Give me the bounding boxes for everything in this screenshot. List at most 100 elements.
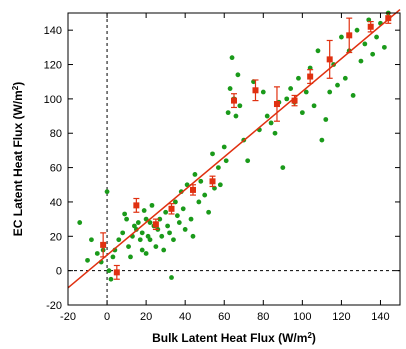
- binned-mean-point: [189, 186, 196, 193]
- scatter-point: [157, 216, 163, 222]
- scatter-point: [141, 208, 147, 213]
- scatter-point: [167, 230, 172, 236]
- scatter-point: [370, 51, 376, 57]
- scatter-point: [233, 113, 239, 119]
- binned-mean-point: [133, 202, 140, 209]
- scatter-point: [171, 237, 176, 243]
- scatter-point: [180, 206, 186, 212]
- y-axis-title: EC Latent Heat Flux (W/m2): [11, 82, 26, 236]
- scatter-point: [147, 220, 153, 225]
- scatter-point: [206, 209, 212, 215]
- scatter-point: [235, 72, 241, 78]
- y-tick-label: 140: [44, 25, 62, 37]
- scatter-point: [272, 130, 278, 136]
- binned-mean-point: [100, 241, 107, 248]
- scatter-point: [225, 110, 231, 116]
- scatter-point: [149, 202, 155, 208]
- x-tick-label: 100: [293, 311, 311, 323]
- x-tick-label: 120: [332, 311, 350, 323]
- scatter-point: [126, 244, 131, 250]
- binned-mean-point: [152, 221, 159, 228]
- scatter-point: [124, 216, 129, 222]
- x-tick-label: 40: [179, 311, 191, 323]
- scatter-point: [327, 89, 333, 95]
- scatter-point: [190, 233, 196, 239]
- scatter-point: [288, 86, 294, 91]
- scatter-point: [264, 113, 270, 119]
- y-tick-label: 120: [44, 60, 62, 72]
- scatter-point: [135, 220, 141, 225]
- scatter-point: [94, 251, 100, 256]
- binned-mean-point: [346, 32, 353, 39]
- scatter-point: [350, 93, 356, 98]
- scatter-point: [139, 247, 145, 253]
- scatter-point: [227, 86, 233, 91]
- scatter-point: [153, 244, 159, 250]
- y-tick-label: 60: [50, 163, 62, 175]
- binned-mean-point: [209, 178, 216, 185]
- scatter-point: [342, 75, 348, 81]
- scatter-point: [110, 254, 116, 260]
- scatter-point: [223, 158, 229, 164]
- scatter-point: [85, 257, 90, 263]
- scatter-point: [284, 96, 290, 102]
- scatter-point: [362, 41, 368, 47]
- scatter-point: [323, 117, 329, 122]
- scatter-point: [143, 251, 149, 256]
- binned-mean-point: [367, 23, 374, 30]
- plot-marks: [67, 8, 401, 305]
- binned-mean-point: [385, 15, 392, 22]
- scatter-point: [339, 34, 344, 40]
- x-tick-label: 0: [104, 311, 110, 323]
- axis-ticks: -20 0 20 40 60 80 100 120 140 -20 0 20 40 60 80 100 120 1…: [44, 13, 400, 323]
- y-tick-label: 100: [44, 94, 62, 106]
- binned-mean-point: [273, 101, 280, 108]
- scatter-point: [163, 209, 169, 215]
- scatter-point: [139, 230, 145, 236]
- scatter-point: [169, 275, 174, 280]
- x-tick-label: 80: [257, 311, 269, 323]
- y-tick-label: 80: [50, 128, 62, 140]
- scatter-point: [182, 227, 188, 232]
- scatter-point: [311, 103, 317, 109]
- scatter-point: [237, 103, 243, 109]
- scatter-point: [159, 233, 165, 239]
- fit-line: [67, 8, 401, 289]
- scatter-point: [217, 182, 223, 188]
- y-tick-label: -20: [46, 300, 62, 312]
- scatter-point: [280, 165, 286, 170]
- y-tick-label: 0: [56, 266, 62, 278]
- scatter-point: [299, 110, 305, 116]
- scatter-point: [128, 254, 133, 260]
- scatter-point: [268, 120, 274, 126]
- binned-mean-point: [291, 97, 298, 104]
- y-tick-label: 20: [50, 231, 62, 243]
- x-tick-label: 60: [218, 311, 230, 323]
- scatter-point: [358, 58, 364, 64]
- scatter-point: [176, 220, 182, 225]
- scatter-point: [89, 237, 94, 243]
- scatter-point: [303, 89, 309, 95]
- scatter-point: [161, 247, 167, 253]
- scatter-point: [215, 165, 221, 170]
- scatter-point: [335, 82, 340, 88]
- scatter-point: [106, 268, 112, 274]
- scatter-point: [319, 137, 325, 143]
- scatter-point: [192, 172, 198, 177]
- scatter-point: [174, 213, 180, 219]
- scatter-point: [381, 44, 387, 50]
- scatter-point: [374, 34, 379, 40]
- scatter-point: [229, 55, 235, 61]
- x-tick-label: 140: [371, 311, 389, 323]
- scatter-point: [104, 189, 110, 195]
- scatter-point: [165, 223, 171, 229]
- binned-mean-point: [326, 56, 333, 63]
- scatter-point: [184, 182, 190, 188]
- scatter-point: [315, 48, 321, 54]
- binned-mean-point: [307, 73, 314, 80]
- scatter-point: [120, 230, 126, 236]
- scatter-point: [122, 211, 128, 217]
- scatter-point: [116, 237, 122, 243]
- scatter-point: [143, 216, 149, 222]
